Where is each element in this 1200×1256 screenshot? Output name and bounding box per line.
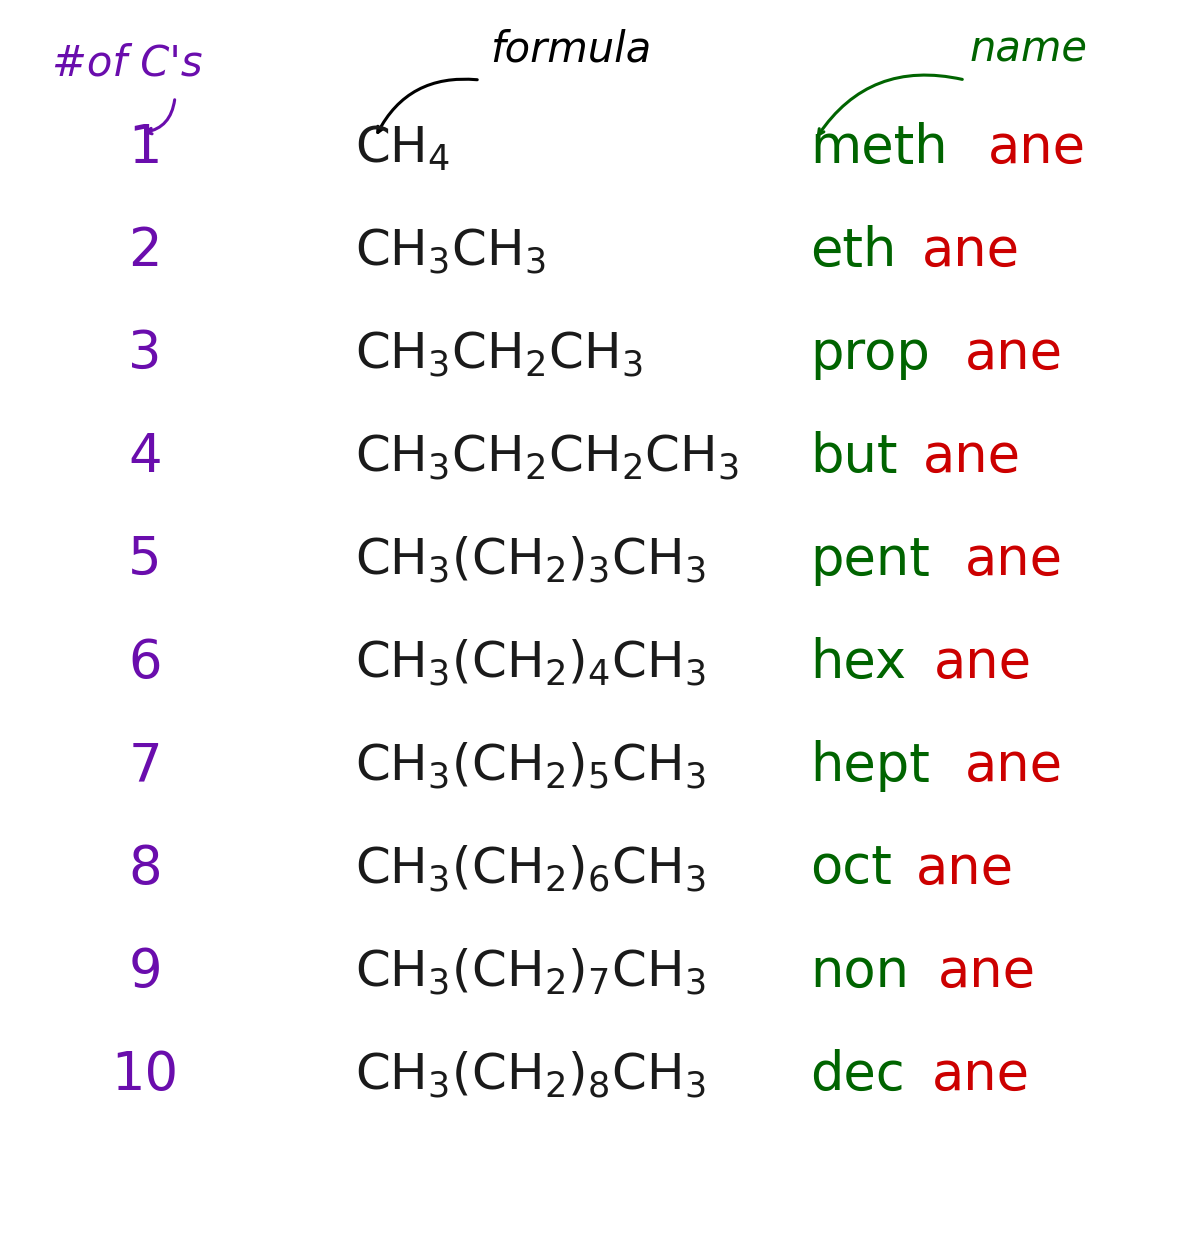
Text: ane: ane	[988, 122, 1086, 175]
Text: pent: pent	[810, 534, 930, 587]
Text: #of C's: #of C's	[52, 41, 203, 84]
Text: CH$_3$(CH$_2$)$_8$CH$_3$: CH$_3$(CH$_2$)$_8$CH$_3$	[355, 1050, 706, 1100]
Text: meth: meth	[810, 122, 948, 175]
Text: CH$_3$(CH$_2$)$_4$CH$_3$: CH$_3$(CH$_2$)$_4$CH$_3$	[355, 638, 706, 688]
Text: 6: 6	[128, 637, 162, 690]
Text: CH$_3$CH$_2$CH$_2$CH$_3$: CH$_3$CH$_2$CH$_2$CH$_3$	[355, 432, 739, 482]
Text: 1: 1	[128, 122, 162, 175]
Text: 9: 9	[128, 946, 162, 999]
Text: ane: ane	[937, 946, 1036, 999]
Text: ane: ane	[934, 637, 1032, 690]
Text: 4: 4	[128, 431, 162, 484]
Text: formula: formula	[490, 28, 652, 70]
Text: 3: 3	[128, 328, 162, 381]
Text: oct: oct	[810, 843, 892, 896]
Text: CH$_3$(CH$_2$)$_7$CH$_3$: CH$_3$(CH$_2$)$_7$CH$_3$	[355, 947, 706, 997]
Text: eth: eth	[810, 225, 896, 278]
Text: name: name	[970, 28, 1088, 70]
Text: CH$_3$CH$_2$CH$_3$: CH$_3$CH$_2$CH$_3$	[355, 329, 642, 379]
Text: 2: 2	[128, 225, 162, 278]
Text: ane: ane	[965, 740, 1063, 793]
Text: prop: prop	[810, 328, 930, 381]
Text: dec: dec	[810, 1049, 905, 1102]
Text: 5: 5	[128, 534, 162, 587]
Text: but: but	[810, 431, 898, 484]
Text: ane: ane	[916, 843, 1014, 896]
Text: ane: ane	[965, 534, 1063, 587]
Text: CH$_3$(CH$_2$)$_6$CH$_3$: CH$_3$(CH$_2$)$_6$CH$_3$	[355, 844, 706, 894]
Text: ane: ane	[923, 431, 1021, 484]
Text: ane: ane	[932, 1049, 1031, 1102]
Text: CH$_3$(CH$_2$)$_5$CH$_3$: CH$_3$(CH$_2$)$_5$CH$_3$	[355, 741, 706, 791]
Text: ane: ane	[922, 225, 1020, 278]
Text: 7: 7	[128, 740, 162, 793]
Text: 10: 10	[112, 1049, 179, 1102]
Text: non: non	[810, 946, 910, 999]
Text: CH$_4$: CH$_4$	[355, 123, 450, 172]
Text: hex: hex	[810, 637, 906, 690]
Text: 8: 8	[128, 843, 162, 896]
Text: ane: ane	[965, 328, 1063, 381]
Text: CH$_3$CH$_3$: CH$_3$CH$_3$	[355, 226, 546, 276]
Text: CH$_3$(CH$_2$)$_3$CH$_3$: CH$_3$(CH$_2$)$_3$CH$_3$	[355, 535, 706, 585]
Text: hept: hept	[810, 740, 930, 793]
